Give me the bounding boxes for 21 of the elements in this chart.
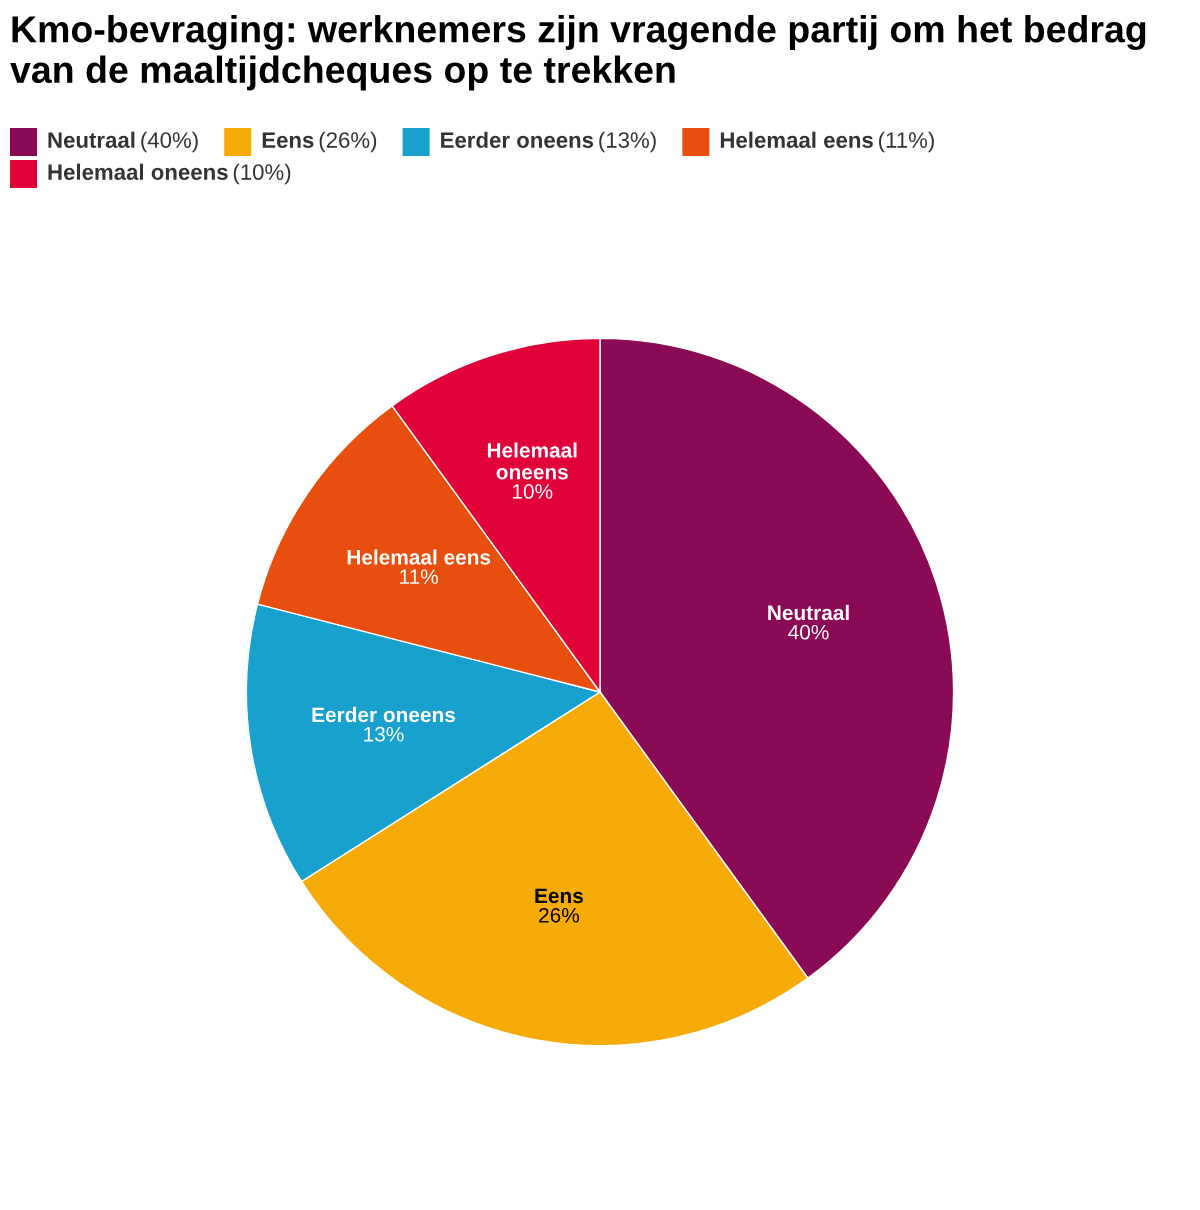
slice-label: Helemaal oneens [487, 442, 577, 480]
text: (10%) [233, 163, 291, 185]
legend-label: Eens [262, 132, 314, 148]
legend-label: Eerder oneens [441, 131, 594, 148]
data-label: 11% [400, 569, 439, 584]
data-label: 13% [364, 726, 404, 742]
text: (26%) [319, 131, 377, 153]
legend-label: Helemaal eens [720, 131, 873, 148]
slice-label: Eens [535, 888, 583, 904]
slice-label: Neutraal [768, 604, 849, 621]
text: (13%) [599, 131, 656, 153]
data-label: 10% [512, 484, 553, 499]
data-label: 26% [539, 907, 580, 923]
legend-label: Helemaal oneens [48, 163, 228, 180]
text: (40%) [141, 131, 198, 153]
slice-label: Eerder oneens [312, 706, 455, 723]
legend-label: Neutraal [48, 131, 135, 148]
chart-title: Kmo-bevraging: werknemers zijn vragende partij om het bedrag van de maaltijdcheques op te trekken [10, 15, 1146, 91]
data-label: 40% [788, 624, 829, 640]
slice-label: Helemaal eens [347, 549, 491, 565]
text: (11%) [879, 131, 934, 153]
